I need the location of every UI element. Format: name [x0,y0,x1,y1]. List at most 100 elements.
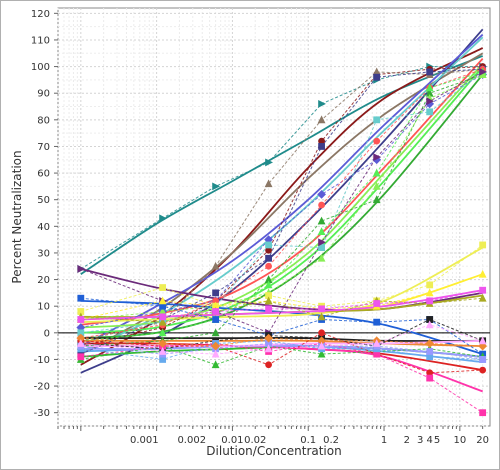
x-tick-label: 10 [453,435,466,446]
data-point-s22-6 [425,339,435,348]
fit-curve-6 [80,57,484,326]
connector-5 [80,71,484,334]
data-point-s3-3 [265,254,272,262]
data-point-s6-2 [212,297,220,305]
x-axis-title: Dilution/Concentration [206,444,341,458]
data-point-s10-4 [318,238,326,247]
data-point-s22-2 [211,341,221,351]
data-point-s14-4 [317,312,326,321]
data-point-s23-2 [211,349,220,358]
data-point-s4-4 [317,189,326,199]
y-axis-title: Percent Neutralization [10,150,24,283]
data-point-s19-7 [479,409,487,417]
data-point-s23-4 [317,341,326,350]
data-point-s16-6 [426,316,434,323]
y-tick-label: 80 [37,115,50,126]
connector-2 [80,68,483,342]
data-point-s7-6 [425,88,434,97]
data-point-s18-2 [211,360,220,369]
connector-15 [80,289,483,320]
data-point-s10-7 [479,67,488,76]
data-point-s23-7 [478,336,487,345]
y-tick-label: 110 [31,35,50,46]
data-point-s12-3 [265,292,272,299]
data-point-s17-7 [479,366,487,374]
data-point-s13-6 [425,288,434,297]
data-point-s2-2 [211,261,220,270]
y-tick-label: 0 [44,328,50,339]
data-point-s10-6 [426,97,435,106]
data-point-s22-4 [317,336,326,346]
axes: -30-20-1001020304050607080901001101200.0… [31,9,490,446]
data-point-s14-7 [478,293,487,302]
data-point-s13-7 [478,269,487,278]
data-point-s13-2 [211,301,220,310]
fit-curve-8 [80,66,484,334]
connector-14 [80,297,483,323]
data-point-s9-1 [158,307,167,315]
data-point-s6-4 [318,201,325,209]
fit-curve-7 [80,74,484,339]
fit-curve-1 [80,47,484,366]
y-tick-label: -20 [34,382,50,393]
data-point-s8-6 [425,83,434,92]
data-point-s9-5 [372,181,381,190]
y-tick-label: 70 [37,142,50,153]
data-point-s23-6 [425,320,434,329]
y-tick-label: 40 [37,222,50,233]
data-point-s19-6 [426,374,434,382]
data-point-s15-2 [212,308,220,315]
data-point-s20-1 [159,356,167,363]
x-tick-label: 0.1 [300,435,316,446]
connector-12 [80,244,484,312]
data-point-s0-2 [212,182,221,191]
x-tick-label: 3 [417,435,423,446]
data-point-s23-0 [76,339,85,347]
x-tick-label: 0.01 [221,435,243,446]
x-tick-label: 2 [404,435,410,446]
fit-curve-23 [80,339,483,348]
connector-11 [80,297,483,355]
data-point-s5-4 [318,244,325,252]
data-point-s23-1 [158,347,167,355]
connector-10 [80,71,483,334]
data-point-s7-3 [264,275,273,283]
connector-7 [80,74,483,347]
plot-area [57,7,491,427]
y-tick-label: -10 [34,355,50,366]
data-point-s15-6 [426,297,434,305]
data-point-s12-6 [426,281,434,289]
data-point-s17-3 [265,361,272,369]
data-point-s6-5 [373,137,381,145]
connector-9 [80,74,483,320]
x-tick-label: 0.001 [130,435,159,446]
data-point-s19-5 [373,350,381,358]
data-point-s15-0 [77,316,85,323]
data-point-s23-5 [372,339,381,347]
y-tick-label: -30 [34,408,50,419]
grid [57,7,491,427]
y-tick-label: 30 [37,248,50,259]
data-point-s14-1 [158,317,167,326]
data-point-s3-6 [426,68,434,76]
data-point-s15-4 [318,305,325,313]
data-point-s21-3 [265,340,272,347]
data-point-s12-0 [77,308,85,315]
data-point-s2-5 [372,67,381,76]
x-tick-label: 4 [426,435,432,446]
data-point-s2-4 [317,115,326,124]
data-point-s12-1 [159,284,167,291]
data-point-s17-6 [426,369,434,377]
data-point-s1-3 [265,246,272,254]
data-point-s0-4 [318,99,326,108]
data-point-s10-5 [373,153,382,161]
fit-curve-12 [80,246,484,324]
data-point-s17-4 [318,329,325,337]
data-point-s8-4 [317,227,326,236]
data-point-s6-3 [265,262,272,270]
data-point-s11-5 [373,318,381,326]
data-point-s3-4 [318,143,325,150]
data-point-s7-2 [211,328,220,337]
y-tick-label: 20 [37,275,50,286]
